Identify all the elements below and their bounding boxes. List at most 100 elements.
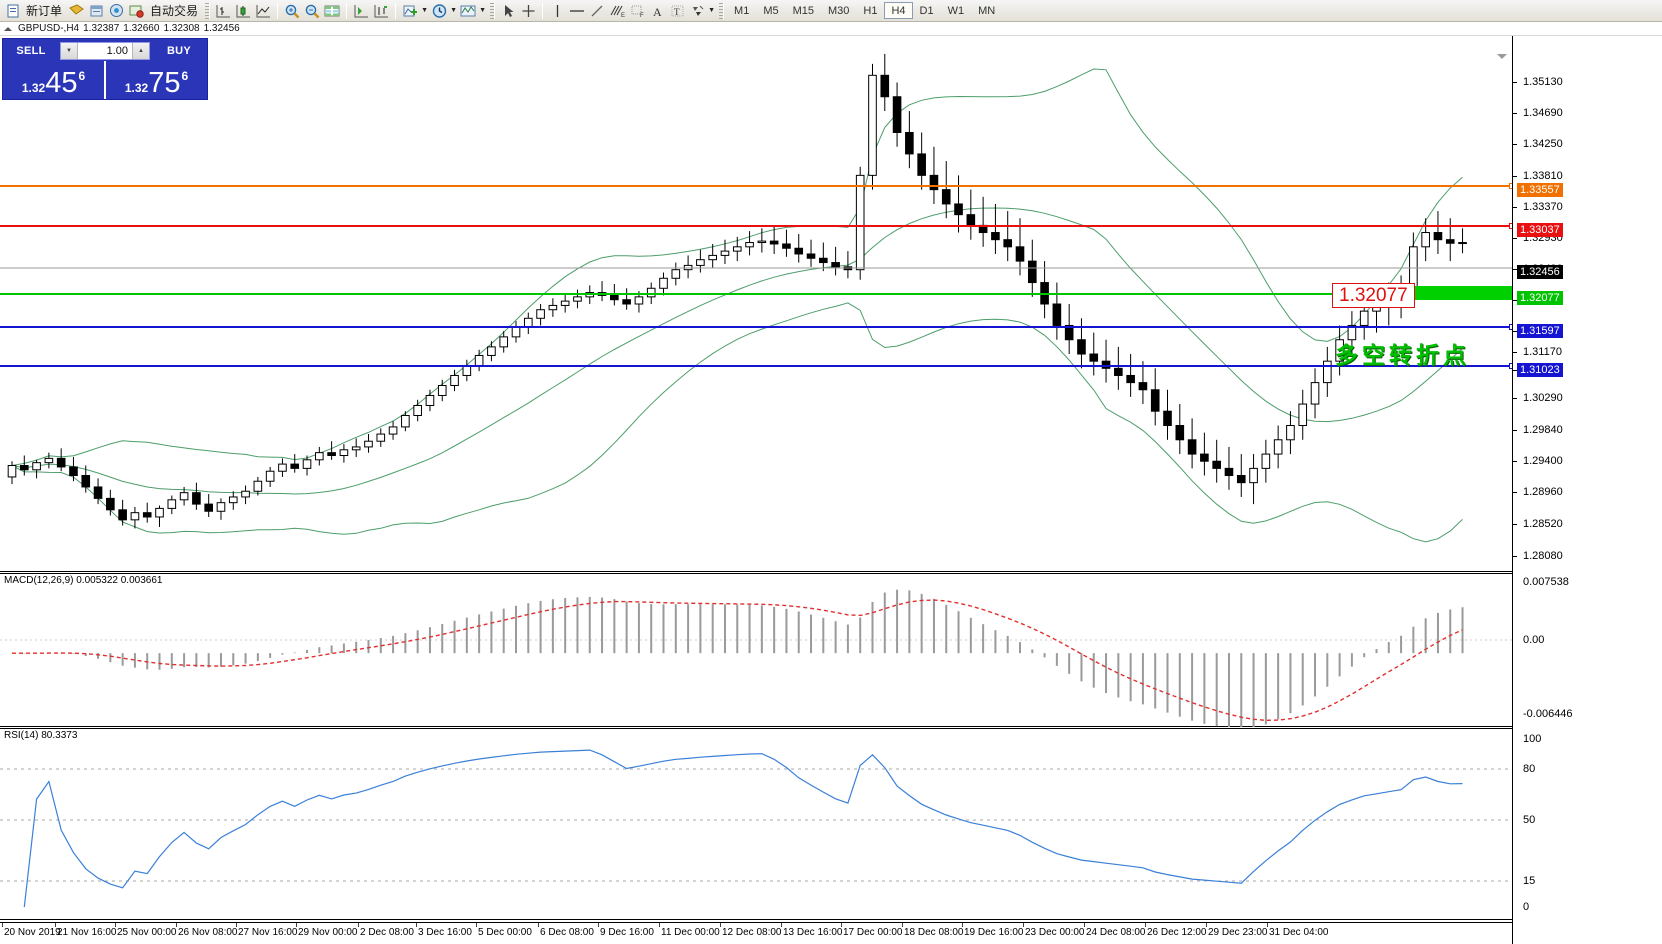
price-level-tag-1-31597[interactable]: 1.31597 — [1517, 324, 1563, 338]
price-axis-label: 1.34250 — [1523, 138, 1563, 150]
price-line-1-33557[interactable] — [0, 183, 1515, 189]
draw-toolbar-grip[interactable] — [490, 2, 496, 19]
time-axis[interactable]: 20 Nov 2019 21 Nov 16:00 25 Nov 00:00 26 No… — [0, 922, 1512, 944]
timeframe-m30[interactable]: M30 — [828, 5, 850, 17]
price-axis-tick — [1513, 370, 1517, 371]
one-click-trading-panel[interactable]: SELL ▼ 1.00 ▲ BUY 1.32 45 6 1.32 75 6 — [2, 38, 208, 100]
autotrading-button[interactable]: 自动交易 — [146, 1, 202, 21]
crosshair-icon[interactable] — [518, 2, 538, 20]
price-line-1-31023[interactable] — [0, 363, 1515, 369]
time-axis-tick — [1084, 923, 1085, 927]
indicators-icon[interactable] — [400, 2, 420, 20]
timeframe-mn[interactable]: MN — [978, 5, 996, 17]
price-level-tag-1-32456[interactable]: 1.32456 — [1517, 265, 1563, 279]
timeframe-h4[interactable]: H4 — [884, 2, 913, 19]
volume-value[interactable]: 1.00 — [106, 45, 128, 57]
price-level-tag-1-32077[interactable]: 1.32077 — [1517, 291, 1563, 305]
text-label-icon[interactable]: T — [667, 2, 687, 20]
indicators-dropdown-arrow[interactable]: ▼ — [421, 7, 428, 14]
price-level-tag-1-33037[interactable]: 1.33037 — [1517, 223, 1563, 237]
timeframe-m5[interactable]: M5 — [763, 5, 779, 17]
shapes-dropdown-arrow[interactable]: ▼ — [708, 7, 715, 14]
price-axis-tick — [1513, 461, 1517, 462]
time-axis-tick — [781, 923, 782, 927]
vertical-line-icon[interactable] — [547, 2, 567, 20]
chart-scroll-indicator[interactable] — [1497, 54, 1507, 59]
zoom-in-icon[interactable] — [282, 2, 302, 20]
cursor-icon[interactable] — [498, 2, 518, 20]
time-axis-label: 5 Dec 00:00 — [478, 927, 532, 938]
auto-scroll-icon[interactable] — [351, 2, 371, 20]
time-axis-tick — [598, 923, 599, 927]
navigator-icon[interactable] — [106, 2, 126, 20]
price-pane[interactable]: 1.32077 多空转折点 — [0, 36, 1549, 572]
text-icon[interactable]: A — [647, 2, 667, 20]
price-axis-tick — [1513, 524, 1517, 525]
new-order-button[interactable]: 新订单 — [2, 1, 66, 21]
candlestick-chart-icon[interactable] — [233, 2, 253, 20]
trendline-icon[interactable] — [587, 2, 607, 20]
price-line-1-32077[interactable] — [0, 291, 1515, 297]
collapse-triangle-icon[interactable] — [4, 26, 12, 31]
buy-price-display[interactable]: 1.32 75 6 — [106, 61, 207, 99]
shapes-icon[interactable] — [687, 2, 707, 20]
chart-shift-icon[interactable] — [371, 2, 391, 20]
zoom-out-icon[interactable] — [302, 2, 322, 20]
time-axis-label: 21 Nov 16:00 — [57, 927, 117, 938]
buy-button[interactable]: BUY — [166, 45, 192, 57]
volume-increment-icon[interactable]: ▲ — [132, 43, 149, 59]
terminal-icon[interactable] — [126, 2, 146, 20]
autotrading-label: 自动交易 — [150, 4, 199, 18]
price-axis-label: 1.29400 — [1523, 455, 1563, 467]
rsi-axis-label: 50 — [1523, 814, 1536, 826]
volume-decrement-icon[interactable]: ▼ — [61, 43, 78, 59]
price-axis[interactable]: 1.35130 1.34690 1.34250 1.33810 1.33370 1.329… — [1512, 36, 1662, 944]
data-window-icon[interactable] — [86, 2, 106, 20]
rsi-pane[interactable]: RSI(14) 80.3373 — [0, 728, 1512, 920]
templates-icon[interactable] — [458, 2, 478, 20]
time-axis-label: 19 Dec 16:00 — [964, 927, 1024, 938]
price-axis-tick — [1513, 556, 1517, 557]
period-dropdown-arrow[interactable]: ▼ — [450, 7, 457, 14]
price-level-tag-1-31023[interactable]: 1.31023 — [1517, 363, 1563, 377]
price-line-1-33037[interactable] — [0, 223, 1515, 229]
time-axis-tick — [962, 923, 963, 927]
timeframe-m1[interactable]: M1 — [734, 5, 750, 17]
bar-chart-icon[interactable] — [213, 2, 233, 20]
price-box-annotation[interactable]: 1.32077 — [1332, 283, 1415, 308]
price-level-tag-1-33557[interactable]: 1.33557 — [1517, 183, 1563, 197]
expert-advisor-icon[interactable] — [66, 2, 86, 20]
price-axis-tick — [1513, 352, 1517, 353]
price-axis-label: 1.32930 — [1523, 232, 1563, 244]
sell-button[interactable]: SELL — [16, 45, 46, 57]
horizontal-line-icon[interactable] — [567, 2, 587, 20]
macd-pane[interactable]: MACD(12,26,9) 0.005322 0.003661 — [0, 573, 1512, 727]
toolbar-grip[interactable] — [205, 2, 211, 19]
time-axis-label: 29 Nov 00:00 — [298, 927, 358, 938]
toolbar-separator-2 — [346, 2, 348, 19]
timeframe-toolbar-grip[interactable] — [719, 2, 725, 19]
macd-axis-label: 0.007538 — [1523, 576, 1569, 588]
time-axis-tick — [2, 923, 3, 927]
rsi-axis-label: 100 — [1523, 733, 1542, 745]
price-line-1-31597[interactable] — [0, 324, 1515, 330]
chinese-annotation-label[interactable]: 多空转折点 — [1335, 342, 1470, 368]
chart-area[interactable]: 1.32077 多空转折点 MACD(12,26,9) 0.005322 0.0… — [0, 36, 1662, 944]
timeframe-d1[interactable]: D1 — [919, 5, 934, 17]
volume-stepper[interactable]: ▼ 1.00 ▲ — [60, 42, 150, 60]
timeframe-w1[interactable]: W1 — [947, 5, 965, 17]
period-icon[interactable] — [429, 2, 449, 20]
grid-icon[interactable] — [322, 2, 342, 20]
channel-icon[interactable]: F — [627, 2, 647, 20]
svg-text:F: F — [640, 13, 644, 19]
sell-price-fraction: 6 — [78, 69, 86, 83]
fibonacci-icon[interactable]: E — [607, 2, 627, 20]
templates-dropdown-arrow[interactable]: ▼ — [479, 7, 486, 14]
timeframe-h1[interactable]: H1 — [863, 5, 878, 17]
sell-price-display[interactable]: 1.32 45 6 — [3, 61, 106, 99]
price-axis-label: 1.30290 — [1523, 392, 1563, 404]
timeframe-m15[interactable]: M15 — [792, 5, 814, 17]
price-axis-tick — [1513, 331, 1517, 332]
line-chart-icon[interactable] — [253, 2, 273, 20]
price-axis-label: 1.28960 — [1523, 486, 1563, 498]
